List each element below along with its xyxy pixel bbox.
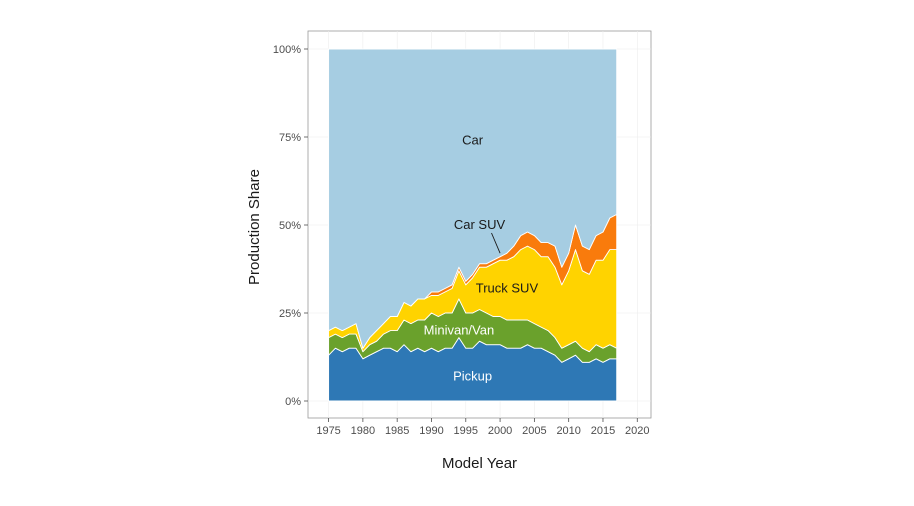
x-tick-label: 1990 xyxy=(419,425,443,437)
stacked-areas xyxy=(328,48,618,402)
x-tick-label: 1995 xyxy=(454,425,478,437)
y-tick-label: 50% xyxy=(279,220,301,232)
x-axis-title: Model Year xyxy=(442,455,517,472)
x-tick-label: 1975 xyxy=(316,425,340,437)
label-pointer xyxy=(491,232,501,254)
area-labels: Car Car SUV Truck SUV Minivan/Van Pickup xyxy=(424,133,539,384)
x-axis: 1975 1980 1985 1990 1995 2000 2005 2010 2015 2020 xyxy=(316,418,650,437)
label-truck-suv: Truck SUV xyxy=(476,280,539,295)
x-tick-label: 2015 xyxy=(591,425,615,437)
x-tick-label: 1980 xyxy=(351,425,375,437)
x-tick-label: 2010 xyxy=(556,425,580,437)
label-car-suv: Car SUV xyxy=(454,217,506,232)
x-tick-label: 2020 xyxy=(625,425,649,437)
label-pickup: Pickup xyxy=(453,368,492,383)
x-tick-label: 2005 xyxy=(522,425,546,437)
y-tick-label: 0% xyxy=(285,396,301,408)
y-axis: 0% 25% 50% 75% 100% xyxy=(273,44,308,408)
y-tick-label: 25% xyxy=(279,308,301,320)
x-tick-label: 1985 xyxy=(385,425,409,437)
y-tick-label: 75% xyxy=(279,132,301,144)
x-tick-label: 2000 xyxy=(488,425,512,437)
label-minivan-van: Minivan/Van xyxy=(424,323,495,338)
area-car xyxy=(328,48,618,349)
label-car: Car xyxy=(462,133,484,148)
y-axis-title: Production Share xyxy=(246,169,263,285)
y-tick-label: 100% xyxy=(273,44,301,56)
